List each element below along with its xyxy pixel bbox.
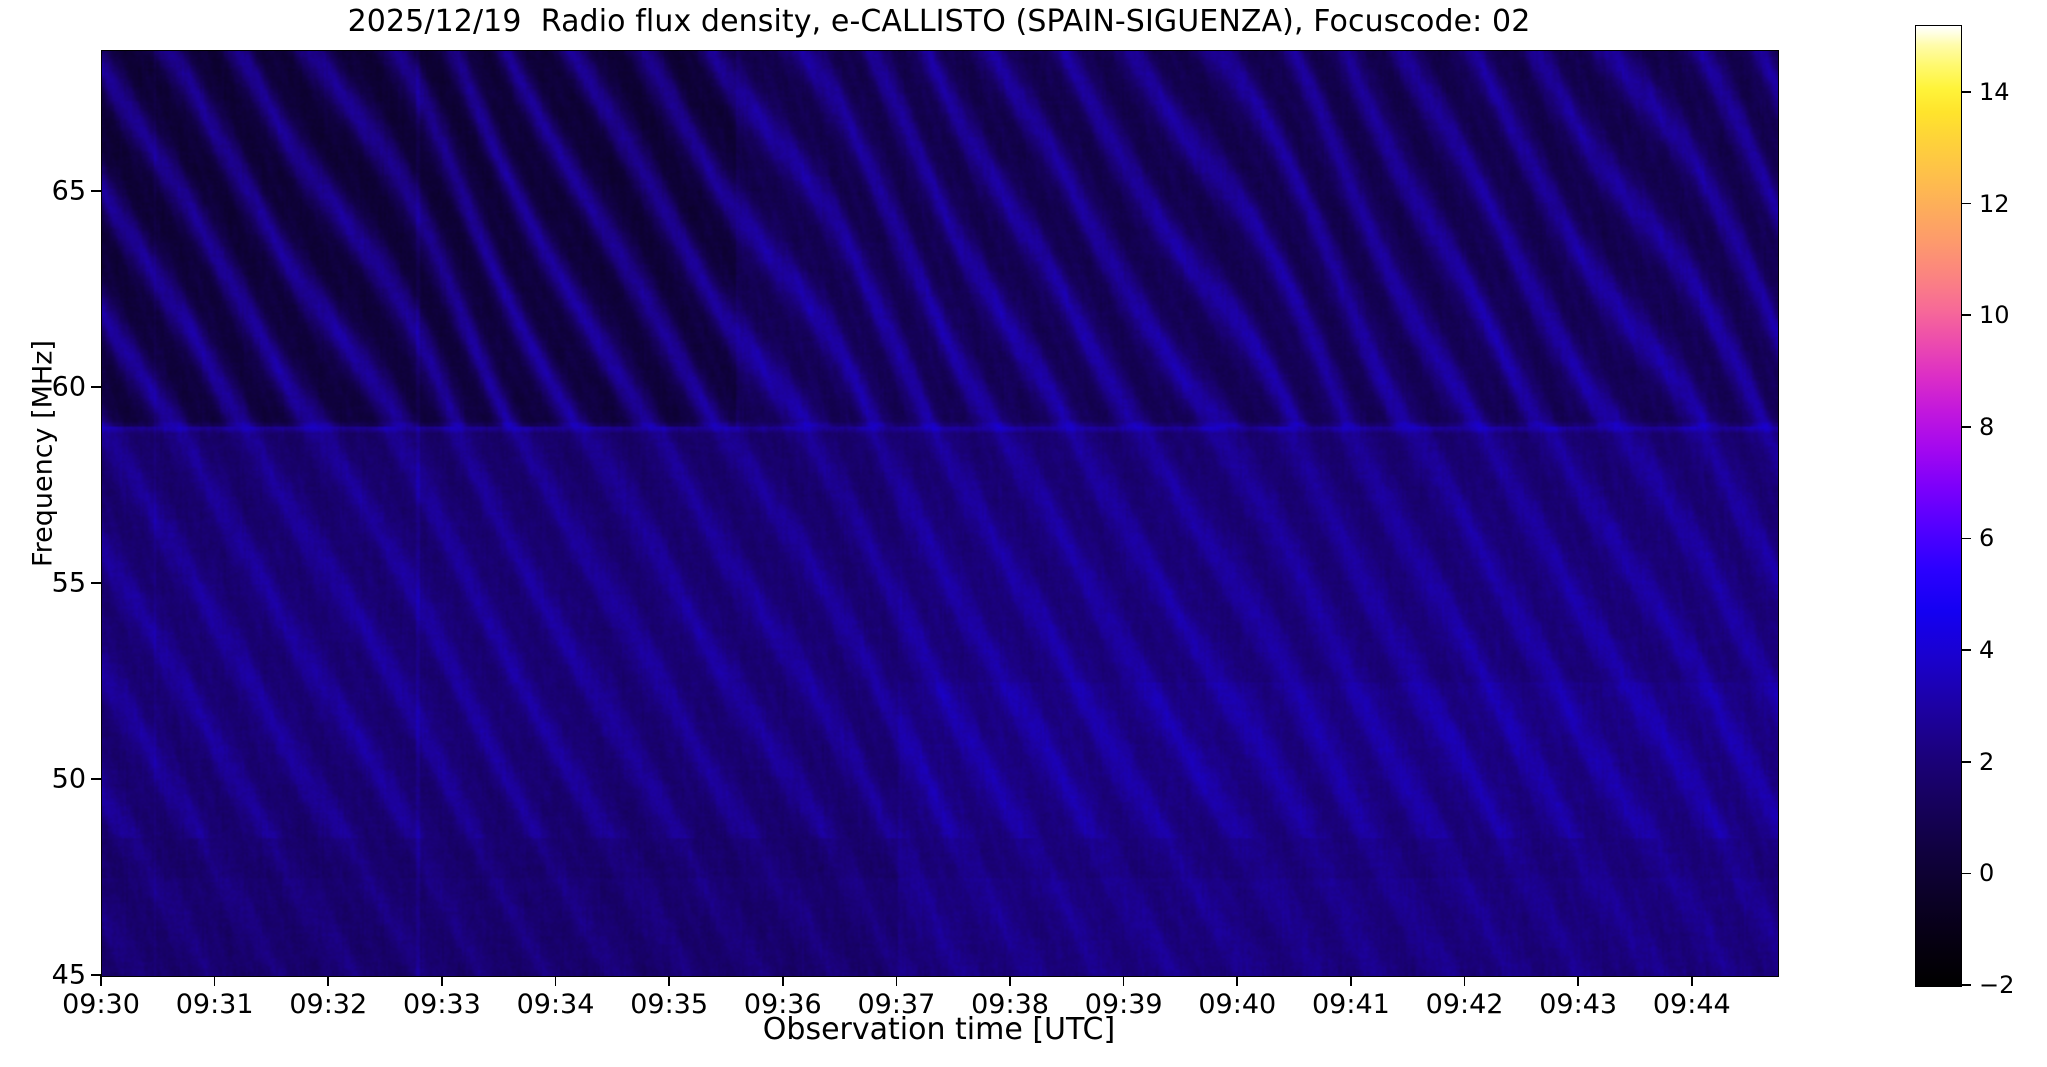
x-tick-mark <box>1122 976 1125 986</box>
x-tick-mark <box>441 976 443 986</box>
y-tick-mark <box>91 386 101 388</box>
x-tick-mark <box>668 976 670 986</box>
x-tick-label: 09:34 <box>516 989 595 1020</box>
colorbar-tick-label: 4 <box>1979 636 1995 665</box>
y-tick-label: 45 <box>51 959 86 991</box>
spectrogram-plot-area <box>101 50 1779 977</box>
x-tick-label: 09:30 <box>62 989 140 1020</box>
colorbar-tick-label: 14 <box>1979 77 2010 106</box>
colorbar <box>1915 25 1962 987</box>
colorbar-tick-mark <box>1961 760 1971 763</box>
colorbar-tick-mark <box>1961 649 1971 651</box>
colorbar-tick-mark <box>1961 872 1971 875</box>
x-tick-mark <box>1463 976 1466 986</box>
colorbar-tick-label: 0 <box>1979 859 1995 888</box>
colorbar-tick-mark <box>1961 314 1971 317</box>
x-tick-mark <box>327 976 330 986</box>
x-tick-label: 09:33 <box>402 989 481 1020</box>
colorbar-tick-mark <box>1961 91 1971 93</box>
colorbar-tick-label: 10 <box>1979 301 2010 330</box>
x-tick-label: 09:41 <box>1311 989 1390 1020</box>
x-tick-label: 09:40 <box>1198 989 1277 1020</box>
x-tick-label: 09:31 <box>175 989 254 1020</box>
x-tick-label: 09:39 <box>1084 989 1163 1020</box>
page-title: 2025/12/19 Radio flux density, e-CALLIST… <box>347 4 1531 39</box>
y-tick-label: 65 <box>51 175 86 207</box>
y-tick-mark <box>91 582 101 584</box>
x-tick-mark <box>1236 976 1239 986</box>
x-tick-mark <box>1577 976 1579 986</box>
x-tick-label: 09:36 <box>743 989 822 1020</box>
x-tick-label: 09:37 <box>857 989 936 1020</box>
colorbar-tick-label: 8 <box>1979 412 1995 441</box>
colorbar-tick-mark <box>1961 426 1971 428</box>
y-tick-label: 55 <box>51 567 86 599</box>
x-tick-mark <box>1350 976 1352 986</box>
x-tick-label: 09:43 <box>1539 989 1618 1020</box>
y-tick-mark <box>91 974 101 976</box>
x-tick-mark <box>100 976 102 986</box>
y-tick-label: 60 <box>51 371 86 403</box>
colorbar-tick-label: 2 <box>1979 747 1995 776</box>
colorbar-tick-label: 6 <box>1979 524 1995 553</box>
x-tick-label: 09:32 <box>289 989 368 1020</box>
y-tick-label: 50 <box>51 763 86 795</box>
x-tick-label: 09:44 <box>1652 989 1731 1020</box>
x-tick-mark <box>1690 976 1693 986</box>
x-tick-mark <box>781 976 784 986</box>
x-tick-label: 09:35 <box>630 989 709 1020</box>
colorbar-tick-mark <box>1961 202 1971 205</box>
x-tick-mark <box>895 976 898 986</box>
x-tick-label: 09:42 <box>1425 989 1504 1020</box>
dynamic-spectrum-image <box>102 51 1778 976</box>
colorbar-tick-mark <box>1961 984 1971 986</box>
colorbar-tick-label: −2 <box>1979 971 2015 999</box>
x-tick-mark <box>213 976 216 986</box>
y-tick-mark <box>91 778 101 780</box>
colorbar-gradient <box>1916 26 1961 986</box>
x-tick-mark <box>1009 976 1011 986</box>
colorbar-tick-mark <box>1961 537 1971 540</box>
y-tick-mark <box>91 190 101 192</box>
x-axis-label: Observation time [UTC] <box>762 1012 1116 1047</box>
x-tick-label: 09:38 <box>971 989 1049 1020</box>
x-tick-mark <box>554 976 557 986</box>
colorbar-tick-label: 12 <box>1979 189 2010 218</box>
